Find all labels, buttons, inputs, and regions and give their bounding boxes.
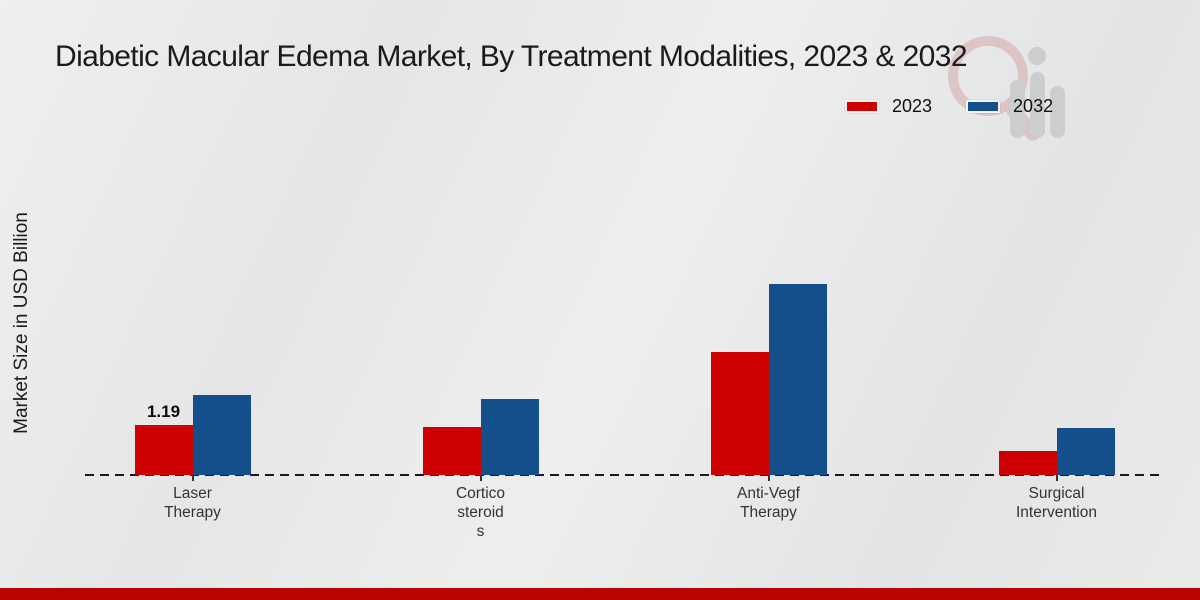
x-axis-tick (191, 475, 194, 481)
category-label: Cortico steroid s (455, 485, 506, 540)
category-label: Laser Therapy (164, 485, 221, 521)
bar-2023-1 (422, 427, 481, 475)
legend-swatch-icon (845, 100, 879, 113)
legend-label: 2032 (1013, 96, 1054, 116)
x-axis-tick (1055, 475, 1058, 481)
bar-value-label: 1.19 (146, 402, 181, 422)
bar-2032-1 (480, 398, 539, 475)
bar-2032-0 (192, 395, 251, 475)
x-axis-tick (479, 475, 482, 481)
x-axis-baseline (85, 474, 1165, 476)
y-axis-label: Market Size in USD Billion (11, 212, 32, 434)
x-axis-tick (767, 475, 770, 481)
legend-swatch-icon (966, 100, 1001, 113)
bar-2023-2 (710, 351, 769, 475)
legend-item-2023: 2023 (845, 96, 932, 117)
legend-label: 2023 (892, 96, 933, 116)
chart-title: Diabetic Macular Edema Market, By Treatm… (55, 40, 968, 73)
bar-2023-0 (134, 425, 193, 475)
legend: 2023 2032 (845, 96, 1053, 117)
category-label: Surgical Intervention (1016, 485, 1097, 521)
legend-item-2032: 2032 (966, 96, 1053, 117)
bar-2032-2 (768, 283, 827, 475)
bar-2032-3 (1056, 427, 1115, 475)
footer-accent-bar (0, 588, 1200, 600)
bar-2023-3 (998, 451, 1057, 475)
category-label: Anti-Vegf Therapy (737, 485, 800, 521)
